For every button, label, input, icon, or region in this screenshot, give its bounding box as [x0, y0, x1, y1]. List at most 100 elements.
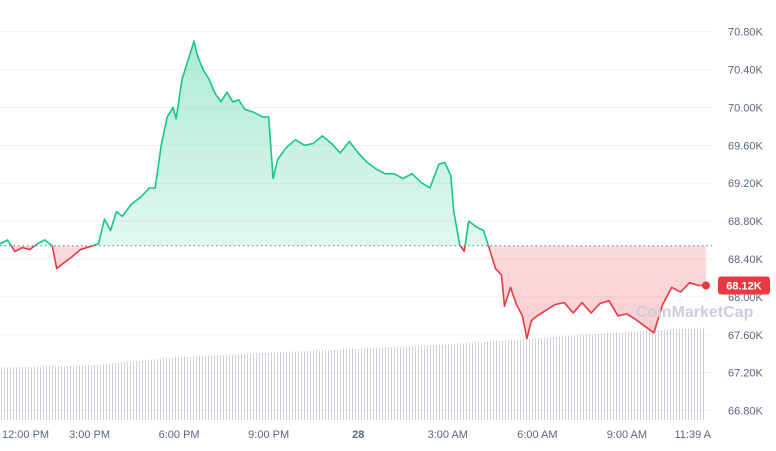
volume-bar [607, 333, 608, 420]
volume-bar [577, 335, 578, 420]
volume-bar [544, 337, 545, 420]
x-tick-label: 9:00 PM [248, 429, 289, 441]
volume-bar [562, 336, 563, 420]
volume-bar [361, 348, 362, 420]
volume-bar [277, 352, 278, 420]
volume-bar [649, 330, 650, 420]
volume-bar [64, 365, 65, 420]
volume-bar [25, 366, 26, 420]
volume-bar [490, 341, 491, 420]
volume-bar [316, 350, 317, 420]
volume-bar [529, 338, 530, 420]
volume-bar [328, 350, 329, 420]
volume-bar [406, 346, 407, 420]
volume-bar [148, 359, 149, 420]
volume-bar [703, 327, 704, 420]
volume-bar [322, 350, 323, 420]
volume-bar [262, 353, 263, 420]
volume-bar [517, 339, 518, 420]
volume-bar [556, 336, 557, 420]
volume-bar [136, 361, 137, 420]
volume-bar [271, 352, 272, 420]
volume-bar [196, 356, 197, 420]
x-tick-label: 9:00 AM [607, 429, 647, 441]
volume-bar [13, 367, 14, 420]
x-tick-label: 12:00 PM [2, 429, 49, 441]
volume-bar [139, 360, 140, 420]
volume-bar [88, 365, 89, 420]
volume-bar [247, 353, 248, 420]
volume-bar [451, 344, 452, 420]
volume-bar [403, 346, 404, 420]
volume-bar [205, 355, 206, 420]
price-area [0, 41, 706, 339]
volume-bar [151, 359, 152, 420]
volume-bar [475, 342, 476, 420]
volume-bar [7, 367, 8, 420]
y-tick-label: 70.80K [728, 27, 764, 39]
volume-bar [373, 347, 374, 420]
area-below-open [11, 245, 706, 339]
volume-bar [232, 354, 233, 420]
volume-bar [679, 329, 680, 420]
volume-bar [97, 364, 98, 420]
volume-bar [259, 353, 260, 420]
volume-bar [541, 337, 542, 420]
volume-bar [466, 343, 467, 420]
volume-bar [655, 330, 656, 420]
volume-bar [673, 329, 674, 420]
volume-bar [70, 365, 71, 420]
volume-bar [109, 363, 110, 420]
y-axis-labels: 70.80K 70.40K 70.00K 69.60K 69.20K 68.80K 68.4… [728, 27, 764, 418]
volume-bar [355, 348, 356, 420]
volume-bar [307, 351, 308, 420]
volume-bar [256, 353, 257, 420]
volume-bar [694, 328, 695, 420]
volume-bar [685, 328, 686, 420]
volume-bar [76, 365, 77, 420]
x-tick-label: 6:00 AM [517, 429, 557, 441]
volume-bar [358, 348, 359, 420]
current-price-marker[interactable]: 68.12K [702, 276, 770, 295]
volume-bar [16, 367, 17, 420]
y-tick-label: 67.20K [728, 368, 764, 380]
volume-bar [514, 339, 515, 420]
volume-bar [598, 333, 599, 420]
volume-bar [79, 365, 80, 420]
volume-bar [166, 358, 167, 420]
volume-bar [304, 351, 305, 420]
volume-bar [613, 332, 614, 420]
volume-bar [505, 340, 506, 420]
y-tick-label: 70.00K [728, 102, 764, 114]
price-line [0, 40, 706, 340]
volume-bar [289, 351, 290, 420]
volume-bar [583, 334, 584, 420]
volume-bar [376, 347, 377, 420]
volume-bar [592, 334, 593, 420]
volume-bar [91, 365, 92, 420]
volume-bar [334, 349, 335, 420]
volume-bar [241, 354, 242, 420]
volume-bars [1, 327, 704, 420]
y-tick-label: 68.40K [728, 254, 764, 266]
volume-bar [28, 366, 29, 420]
volume-bar [22, 366, 23, 420]
volume-bar [667, 329, 668, 420]
volume-bar [184, 356, 185, 420]
volume-bar [325, 350, 326, 420]
y-tick-label: 68.80K [728, 216, 764, 228]
volume-bar [601, 333, 602, 420]
volume-bar [670, 329, 671, 420]
volume-bar [397, 346, 398, 420]
volume-bar [118, 362, 119, 420]
volume-bar [625, 331, 626, 420]
price-line-up [0, 40, 490, 246]
current-price-label: 68.12K [726, 281, 762, 293]
volume-bar [112, 363, 113, 420]
volume-bar [610, 332, 611, 420]
volume-bar [100, 364, 101, 420]
volume-bar [253, 353, 254, 420]
volume-bar [523, 339, 524, 420]
volume-bar [454, 343, 455, 420]
